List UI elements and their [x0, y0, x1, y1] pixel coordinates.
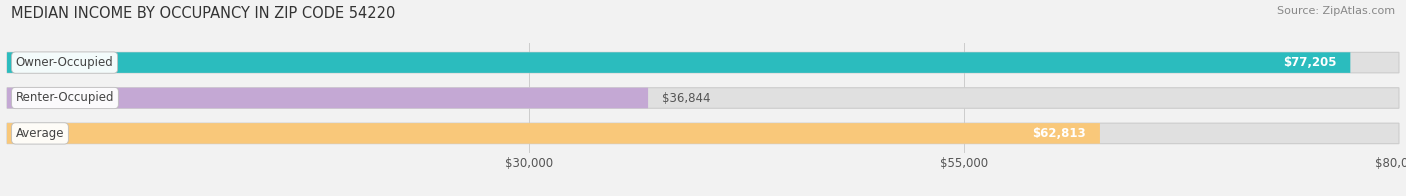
FancyBboxPatch shape [7, 123, 1399, 144]
Text: $62,813: $62,813 [1032, 127, 1085, 140]
Text: $36,844: $36,844 [662, 92, 710, 104]
Text: $77,205: $77,205 [1282, 56, 1337, 69]
FancyBboxPatch shape [7, 88, 648, 108]
Text: Source: ZipAtlas.com: Source: ZipAtlas.com [1277, 6, 1395, 16]
FancyBboxPatch shape [7, 123, 1099, 144]
FancyBboxPatch shape [7, 88, 1399, 108]
Text: Average: Average [15, 127, 65, 140]
Text: Owner-Occupied: Owner-Occupied [15, 56, 114, 69]
FancyBboxPatch shape [7, 52, 1350, 73]
FancyBboxPatch shape [7, 52, 1399, 73]
Text: MEDIAN INCOME BY OCCUPANCY IN ZIP CODE 54220: MEDIAN INCOME BY OCCUPANCY IN ZIP CODE 5… [11, 6, 395, 21]
Text: Renter-Occupied: Renter-Occupied [15, 92, 114, 104]
